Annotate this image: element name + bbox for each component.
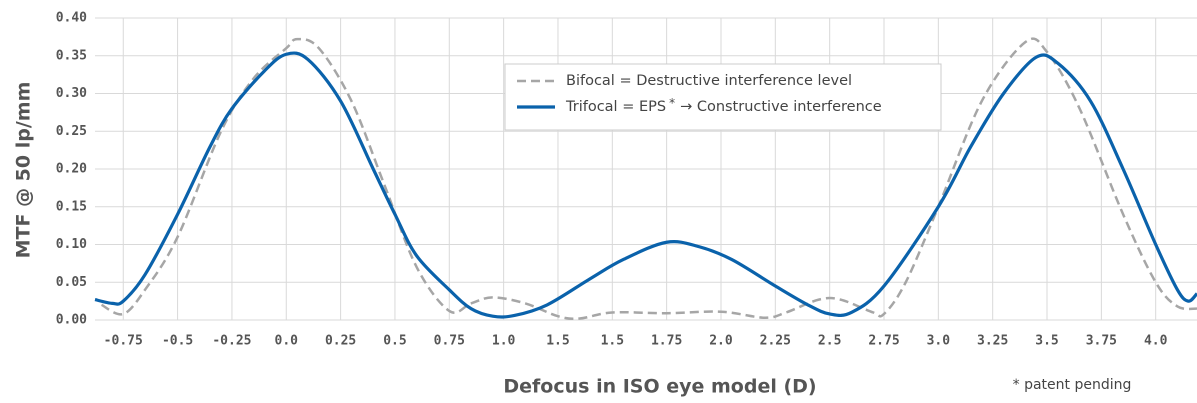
x-tick-label: 2.0 xyxy=(709,334,733,349)
x-tick-label: 3.25 xyxy=(977,334,1008,349)
legend-text: → Constructive interference xyxy=(680,99,882,115)
x-tick-label: 3.0 xyxy=(927,334,951,349)
y-tick-label: 0.15 xyxy=(56,199,87,214)
legend-label: Bifocal = Destructive interference level xyxy=(566,73,852,89)
x-tick-label: -0.5 xyxy=(162,334,193,349)
legend: Bifocal = Destructive interference level… xyxy=(504,63,942,131)
y-axis-label: MTF @ 50 lp/mm xyxy=(13,82,35,259)
y-tick-label: 0.20 xyxy=(56,162,87,177)
x-tick-label: 0.75 xyxy=(434,334,465,349)
y-tick-label: 0.40 xyxy=(56,11,87,26)
x-tick-label: 3.5 xyxy=(1035,334,1058,349)
y-tick-label: 0.10 xyxy=(56,237,87,252)
x-tick-label: 1.5 xyxy=(601,334,624,349)
x-axis-label: Defocus in ISO eye model (D) xyxy=(503,376,816,398)
y-tick-label: 0.25 xyxy=(56,124,87,139)
x-tick-label: 1.5 xyxy=(546,334,569,349)
x-tick-label: 1.0 xyxy=(492,334,516,349)
legend-label: Trifocal = EPS * → Constructive interferen… xyxy=(565,96,882,116)
x-tick-label: 4.0 xyxy=(1144,334,1168,349)
legend-text: Trifocal = EPS xyxy=(565,99,666,115)
x-tick-label: 0.25 xyxy=(325,334,356,349)
legend-box xyxy=(504,63,942,131)
legend-text: Bifocal = Destructive interference level xyxy=(566,73,852,89)
x-tick-label: -0.75 xyxy=(104,334,143,349)
x-tick-label: 2.5 xyxy=(818,334,841,349)
legend-text: * xyxy=(669,96,675,110)
x-tick-label: 0.5 xyxy=(383,334,406,349)
x-tick-label: -0.25 xyxy=(212,334,251,349)
y-tick-label: 0.35 xyxy=(56,48,87,63)
y-tick-label: 0.30 xyxy=(56,86,87,101)
x-tick-label: 1.75 xyxy=(651,334,682,349)
series-line xyxy=(94,51,1197,319)
x-tick-label: 3.75 xyxy=(1086,334,1117,349)
footnote: * patent pending xyxy=(1013,377,1132,393)
x-tick-label: 0.0 xyxy=(275,334,299,349)
x-tick-label: 2.75 xyxy=(868,334,899,349)
x-tick-label: 2.25 xyxy=(760,334,791,349)
y-tick-label: 0.05 xyxy=(56,275,87,290)
series-line xyxy=(100,37,1197,321)
y-tick-label: 0.00 xyxy=(56,313,87,328)
